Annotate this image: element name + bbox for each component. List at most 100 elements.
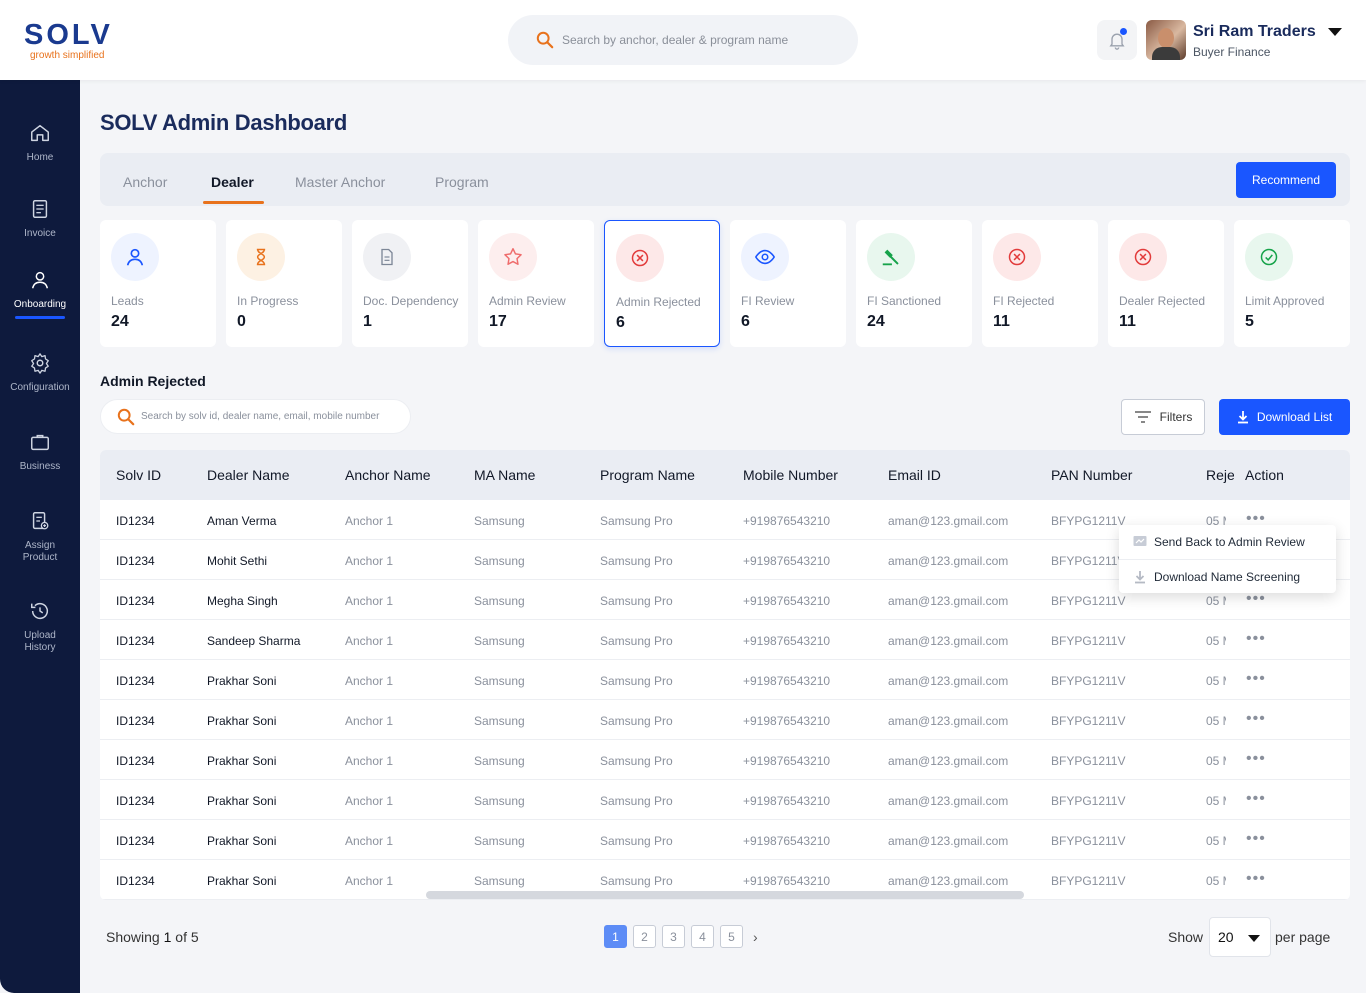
filters-button[interactable]: Filters bbox=[1121, 399, 1205, 435]
table-cell: 05 Mar bbox=[1206, 674, 1226, 688]
table-search[interactable] bbox=[100, 399, 411, 434]
table-search-input[interactable] bbox=[141, 411, 401, 422]
stat-card-fi-review[interactable]: FI Review 6 bbox=[730, 220, 846, 347]
more-options-icon[interactable]: ••• bbox=[1246, 670, 1266, 687]
more-options-icon[interactable]: ••• bbox=[1246, 710, 1266, 727]
user-name[interactable]: Sri Ram Traders bbox=[1193, 23, 1316, 40]
more-options-icon[interactable]: ••• bbox=[1246, 870, 1266, 887]
table-row[interactable]: ID1234 Prakhar Soni Anchor 1 Samsung Samsung… bbox=[100, 820, 1350, 860]
filters-label: Filters bbox=[1159, 410, 1193, 424]
tab-program[interactable]: Program bbox=[435, 174, 489, 190]
stat-value: 24 bbox=[111, 313, 129, 330]
table-row[interactable]: ID1234 Mohit Sethi Anchor 1 Samsung Samsung … bbox=[100, 540, 1350, 580]
table-cell: BFYPG1211V bbox=[1051, 634, 1126, 648]
stat-card-doc-dependency[interactable]: Doc. Dependency 1 bbox=[352, 220, 468, 347]
table-cell: aman@123.gmail.com bbox=[888, 674, 1009, 688]
notification-button[interactable] bbox=[1097, 20, 1137, 60]
chevron-right-icon[interactable]: › bbox=[753, 928, 758, 945]
sidebar-item-label: Home bbox=[26, 152, 54, 163]
stat-card-fi-sanctioned[interactable]: FI Sanctioned 24 bbox=[856, 220, 972, 347]
table-cell: +919876543210 bbox=[743, 794, 831, 808]
stat-card-dealer-rejected[interactable]: Dealer Rejected 11 bbox=[1108, 220, 1224, 347]
table-row[interactable]: ID1234 Prakhar Soni Anchor 1 Samsung Samsung… bbox=[100, 740, 1350, 780]
x-circle-icon bbox=[993, 233, 1041, 281]
stat-card-leads[interactable]: Leads 24 bbox=[100, 220, 216, 347]
column-header[interactable]: MA Name bbox=[474, 467, 536, 483]
table-cell: Prakhar Soni bbox=[207, 834, 277, 848]
recommend-button[interactable]: Recommend bbox=[1236, 162, 1336, 198]
table-row[interactable]: ID1234 Megha Singh Anchor 1 Samsung Samsung … bbox=[100, 580, 1350, 620]
sidebar-item-assign-product[interactable]: Assign Product bbox=[0, 510, 80, 564]
table-row[interactable]: ID1234 Aman Verma Anchor 1 Samsung Samsung P… bbox=[100, 500, 1350, 540]
sidebar-item-upload-history[interactable]: Upload History bbox=[0, 600, 80, 654]
active-indicator bbox=[15, 316, 65, 319]
horizontal-scrollbar[interactable] bbox=[426, 891, 1024, 899]
table-row[interactable]: ID1234 Prakhar Soni Anchor 1 Samsung Samsung… bbox=[100, 700, 1350, 740]
sidebar-item-onboarding[interactable]: Onboarding bbox=[0, 269, 80, 319]
per-page-value: 20 bbox=[1218, 929, 1234, 945]
more-options-icon[interactable]: ••• bbox=[1246, 790, 1266, 807]
per-page-select[interactable]: 20 bbox=[1209, 917, 1271, 957]
page-button[interactable]: 4 bbox=[691, 925, 714, 948]
table-row[interactable]: ID1234 Prakhar Soni Anchor 1 Samsung Samsung… bbox=[100, 660, 1350, 700]
page-title: SOLV Admin Dashboard bbox=[100, 110, 348, 135]
invoice-icon bbox=[32, 200, 48, 218]
tab-active-indicator bbox=[203, 201, 264, 204]
table-row[interactable]: ID1234 Prakhar Soni Anchor 1 Samsung Samsung… bbox=[100, 780, 1350, 820]
table-row[interactable]: ID1234 Prakhar Soni Anchor 1 Samsung Samsung… bbox=[100, 860, 1350, 900]
table-cell: BFYPG1211V bbox=[1051, 674, 1126, 688]
page-button[interactable]: 2 bbox=[633, 925, 656, 948]
table-cell: Anchor 1 bbox=[345, 754, 394, 768]
tab-anchor[interactable]: Anchor bbox=[123, 174, 168, 190]
page-button[interactable]: 3 bbox=[662, 925, 685, 948]
global-search-input[interactable] bbox=[562, 33, 822, 47]
menu-item-download-name-screening[interactable]: Download Name Screening bbox=[1119, 559, 1336, 593]
download-icon bbox=[1135, 570, 1145, 583]
tab-master-anchor[interactable]: Master Anchor bbox=[295, 174, 386, 190]
chevron-down-icon[interactable] bbox=[1328, 28, 1342, 36]
stat-card-fi-rejected[interactable]: FI Rejected 11 bbox=[982, 220, 1098, 347]
column-header[interactable]: Mobile Number bbox=[743, 467, 838, 483]
avatar[interactable] bbox=[1146, 20, 1186, 60]
page-button[interactable]: 1 bbox=[604, 925, 627, 948]
dealer-table: Solv ID Dealer Name Anchor Name MA Name … bbox=[100, 450, 1350, 900]
column-header[interactable]: Dealer Name bbox=[207, 467, 290, 483]
more-options-icon[interactable]: ••• bbox=[1246, 830, 1266, 847]
sidebar-item-configuration[interactable]: Configuration bbox=[0, 352, 80, 394]
stat-label: Limit Approved bbox=[1245, 294, 1325, 308]
page-button[interactable]: 5 bbox=[720, 925, 743, 948]
table-cell: 05 Mar bbox=[1206, 834, 1226, 848]
user-role: Buyer Finance bbox=[1193, 45, 1271, 59]
column-header[interactable]: Email ID bbox=[888, 467, 941, 483]
stat-card-admin-review[interactable]: Admin Review 17 bbox=[478, 220, 594, 347]
stat-label: Dealer Rejected bbox=[1119, 294, 1206, 308]
table-cell: BFYPG1211V bbox=[1051, 834, 1126, 848]
hourglass-icon bbox=[237, 233, 285, 281]
check-circle-icon bbox=[1245, 233, 1293, 281]
download-list-button[interactable]: Download List bbox=[1219, 399, 1350, 435]
more-options-icon[interactable]: ••• bbox=[1246, 510, 1266, 527]
column-header[interactable]: Solv ID bbox=[116, 467, 162, 483]
stat-card-admin-rejected[interactable]: Admin Rejected 6 bbox=[604, 220, 720, 347]
column-header[interactable]: PAN Number bbox=[1051, 467, 1133, 483]
table-cell: Prakhar Soni bbox=[207, 714, 277, 728]
sidebar-item-invoice[interactable]: Invoice bbox=[0, 198, 80, 240]
more-options-icon[interactable]: ••• bbox=[1246, 630, 1266, 647]
stat-card-in-progress[interactable]: In Progress 0 bbox=[226, 220, 342, 347]
column-header[interactable]: Program Name bbox=[600, 467, 695, 483]
global-search[interactable] bbox=[508, 15, 858, 65]
table-cell: Samsung bbox=[474, 514, 525, 528]
sidebar-item-home[interactable]: Home bbox=[0, 122, 80, 164]
tab-dealer[interactable]: Dealer bbox=[211, 174, 254, 190]
more-options-icon[interactable]: ••• bbox=[1246, 750, 1266, 767]
stat-card-limit-approved[interactable]: Limit Approved 5 bbox=[1234, 220, 1350, 347]
table-cell: Anchor 1 bbox=[345, 514, 394, 528]
table-row[interactable]: ID1234 Sandeep Sharma Anchor 1 Samsung Samsu… bbox=[100, 620, 1350, 660]
brand-logo[interactable]: SOLV growth simplified bbox=[24, 20, 113, 61]
sidebar-item-business[interactable]: Business bbox=[0, 431, 80, 473]
column-header[interactable]: Rejected bbox=[1206, 467, 1234, 483]
column-header[interactable]: Anchor Name bbox=[345, 467, 431, 483]
more-options-icon[interactable]: ••• bbox=[1246, 590, 1266, 607]
menu-item-send-back[interactable]: Send Back to Admin Review bbox=[1119, 525, 1336, 559]
sidebar-item-label: Invoice bbox=[24, 228, 56, 239]
